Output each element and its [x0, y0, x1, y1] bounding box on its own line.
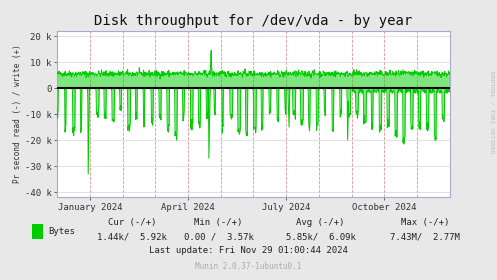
Title: Disk throughput for /dev/vda - by year: Disk throughput for /dev/vda - by year: [94, 14, 413, 28]
Text: Bytes: Bytes: [48, 227, 75, 236]
Text: 7.43M/  2.77M: 7.43M/ 2.77M: [390, 232, 460, 241]
Text: Avg (-/+): Avg (-/+): [296, 218, 345, 227]
Text: 5.85k/  6.09k: 5.85k/ 6.09k: [286, 232, 355, 241]
Text: 0.00 /  3.57k: 0.00 / 3.57k: [184, 232, 253, 241]
Text: RRDTOOL / TOBI OETIKER: RRDTOOL / TOBI OETIKER: [490, 71, 495, 153]
Text: 1.44k/  5.92k: 1.44k/ 5.92k: [97, 232, 166, 241]
Text: Cur (-/+): Cur (-/+): [107, 218, 156, 227]
Text: Max (-/+): Max (-/+): [401, 218, 449, 227]
Y-axis label: Pr second read (-) / write (+): Pr second read (-) / write (+): [13, 45, 22, 183]
Text: Last update: Fri Nov 29 01:00:44 2024: Last update: Fri Nov 29 01:00:44 2024: [149, 246, 348, 255]
Text: Munin 2.0.37-1ubuntu0.1: Munin 2.0.37-1ubuntu0.1: [195, 262, 302, 271]
Text: Min (-/+): Min (-/+): [194, 218, 243, 227]
